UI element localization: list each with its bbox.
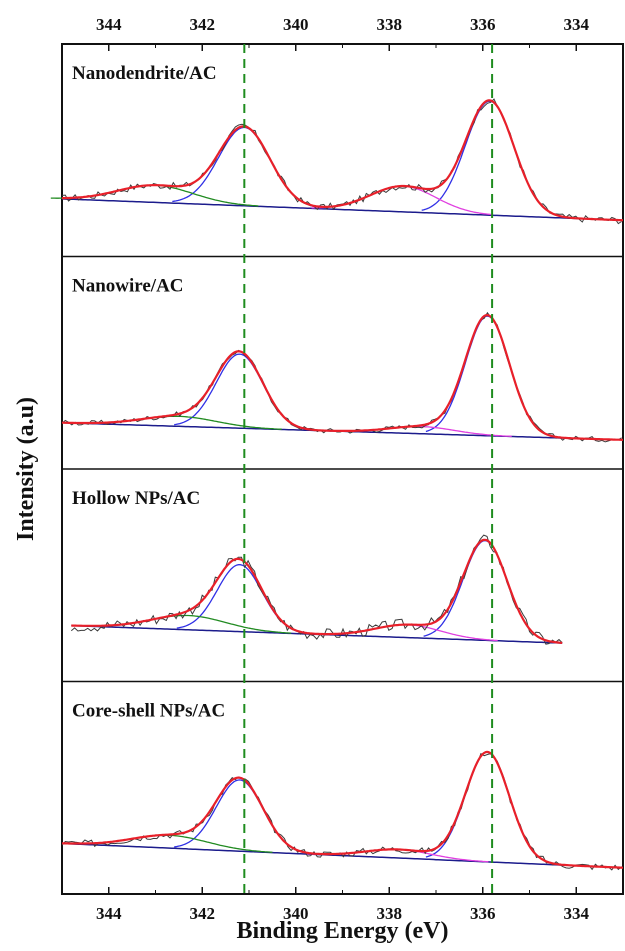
panel-title: Core-shell NPs/AC: [72, 701, 225, 722]
top-tick-label: 336: [470, 15, 496, 34]
panel-title: Nanowire/AC: [72, 276, 184, 297]
envelope-fit-line: [62, 313, 624, 441]
panel-1: Nanodendrite/AC: [50, 63, 624, 225]
bottom-tick-label: 342: [190, 904, 216, 923]
panel-3: Hollow NPs/AC: [62, 468, 623, 645]
top-tick-label: 342: [190, 15, 216, 34]
raw-data-line: [61, 311, 622, 443]
panel-title: Hollow NPs/AC: [72, 488, 200, 509]
reference-lines: [243, 44, 494, 894]
baseline-line: [61, 198, 624, 222]
bottom-tick-label: 334: [564, 904, 590, 923]
envelope-fit-line: [62, 99, 623, 222]
y-axis-label: Intensity (a.u): [13, 397, 39, 541]
envelope-fit-line: [62, 750, 623, 869]
bottom-tick-label: 340: [283, 904, 309, 923]
top-tick-label: 340: [283, 15, 309, 34]
top-tick-label: 338: [377, 15, 403, 34]
top-tick-label: 334: [564, 15, 590, 34]
panel-title: Nanodendrite/AC: [72, 63, 217, 84]
bottom-tick-label: 338: [377, 904, 403, 923]
component-peak-peak-pd3d5-oxide: [311, 185, 494, 216]
raw-data-line: [61, 752, 622, 871]
panel-2: Nanowire/AC: [61, 255, 624, 443]
top-tick-label: 344: [96, 15, 122, 34]
panels: Nanodendrite/AC Nanowire/AC Hollow NPs/AC C…: [50, 63, 624, 871]
raw-data-line: [70, 534, 563, 645]
axis-ticks: 344 344 342 342 340 340 338 338 336 336 334 334: [61, 15, 624, 923]
bottom-tick-label: 344: [96, 904, 122, 923]
envelope-fit-line: [71, 538, 563, 644]
x-axis-label: Binding Energy (eV): [236, 918, 448, 944]
panel-4: Core-shell NPs/AC: [61, 680, 624, 871]
bottom-tick-label: 336: [470, 904, 496, 923]
